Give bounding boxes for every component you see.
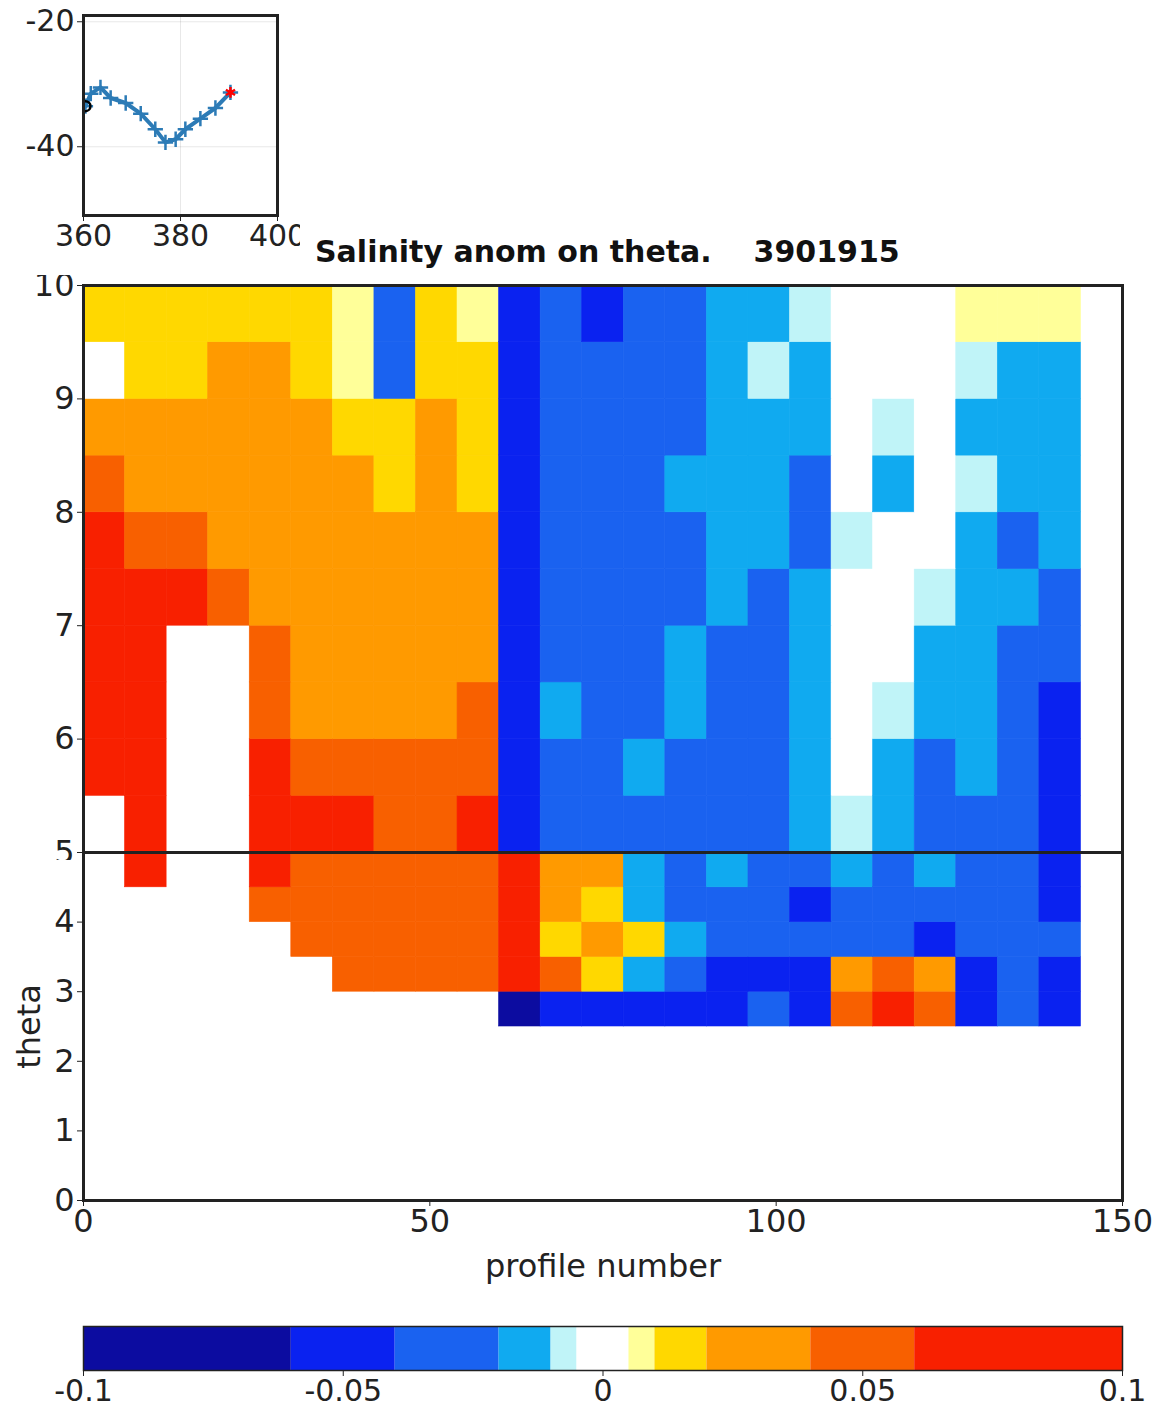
svg-text:1: 1 xyxy=(54,1111,74,1149)
svg-text:7: 7 xyxy=(54,606,74,644)
svg-text:2: 2 xyxy=(54,1042,74,1080)
svg-text:0.1: 0.1 xyxy=(1099,1373,1147,1408)
svg-text:8: 8 xyxy=(54,493,74,531)
svg-text:-0.05: -0.05 xyxy=(304,1373,382,1408)
svg-text:5: 5 xyxy=(54,833,74,860)
svg-text:150: 150 xyxy=(1092,1202,1153,1240)
svg-text:9: 9 xyxy=(54,379,74,417)
svg-text:6: 6 xyxy=(54,719,74,757)
svg-text:360: 360 xyxy=(55,218,112,250)
svg-text:0: 0 xyxy=(73,1202,93,1240)
svg-text:50: 50 xyxy=(409,1202,450,1240)
svg-text:-40: -40 xyxy=(26,128,75,163)
svg-text:0.05: 0.05 xyxy=(829,1373,896,1408)
svg-text:profile number: profile number xyxy=(485,1247,722,1285)
svg-text:0: 0 xyxy=(54,1181,74,1219)
svg-text:theta: theta xyxy=(10,984,48,1069)
svg-text:400: 400 xyxy=(249,218,300,250)
svg-text:380: 380 xyxy=(152,218,209,250)
svg-text:-0.1: -0.1 xyxy=(54,1373,113,1408)
svg-text:10: 10 xyxy=(34,275,75,304)
svg-text:-20: -20 xyxy=(26,3,75,38)
svg-text:0: 0 xyxy=(593,1373,612,1408)
svg-text:100: 100 xyxy=(746,1202,807,1240)
svg-text:3: 3 xyxy=(54,972,74,1010)
html-text:Salinity anom on theta. 390191: Salinity anom on theta. 3901915 xyxy=(315,234,900,269)
svg-text:4: 4 xyxy=(54,902,74,940)
